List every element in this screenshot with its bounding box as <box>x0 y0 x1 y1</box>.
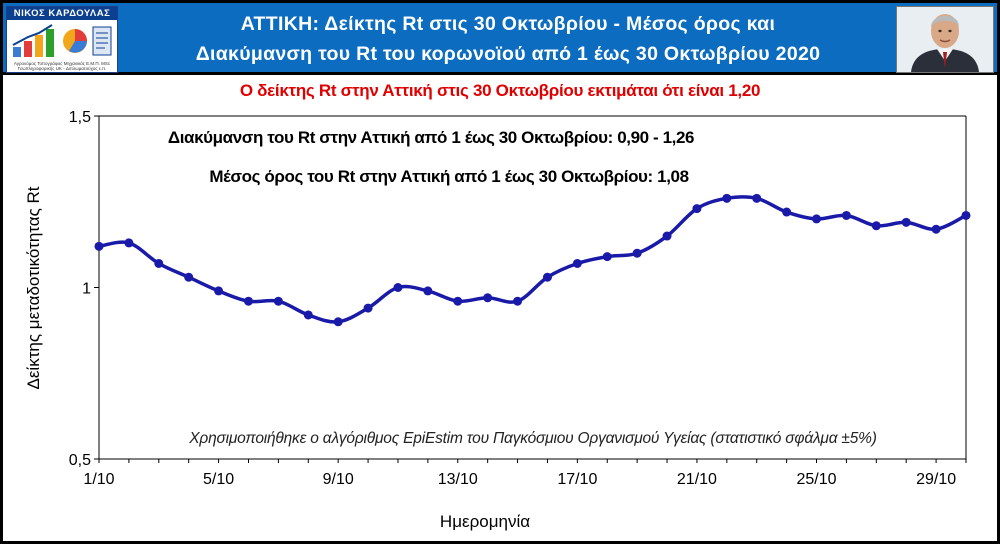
x-tick-label: 17/10 <box>557 471 597 488</box>
data-point <box>662 231 672 241</box>
y-axis-label: Δείκτης μεταδοτικότητας Rt <box>24 186 43 389</box>
x-tick-label: 5/10 <box>203 471 234 488</box>
header-banner: ΝΙΚΟΣ ΚΑΡΔΟΥΛΑΣ Αγρονόμος Τοπογράφος Μηχ… <box>3 3 997 75</box>
data-point <box>273 296 283 306</box>
data-point <box>871 221 881 231</box>
y-tick-label: 0,5 <box>69 452 91 469</box>
data-point <box>124 238 134 248</box>
data-point <box>931 224 941 234</box>
growth-chart-logo-icon <box>12 24 112 57</box>
chart-area: Ο δείκτης Rt στην Αττική στις 30 Οκτωβρί… <box>24 81 971 531</box>
data-point <box>184 272 194 282</box>
data-point <box>602 252 612 262</box>
x-tick-label: 21/10 <box>677 471 717 488</box>
y-tick-label: 1 <box>82 281 91 298</box>
data-point <box>423 286 433 296</box>
data-point <box>572 258 582 268</box>
data-point <box>961 210 971 220</box>
series-rt <box>94 193 971 327</box>
page-title: ΑΤΤΙΚΗ: Δείκτης Rt στις 30 Οκτωβρίου - Μ… <box>123 9 893 69</box>
x-axis-label: Ημερομηνία <box>440 512 530 531</box>
data-point <box>901 217 911 227</box>
y-ticks: 0,5 1 1,5 <box>69 109 99 469</box>
annotation-range: Διακύμανση του Rt στην Αττική από 1 έως … <box>168 128 694 147</box>
portrait-icon <box>897 7 993 72</box>
x-ticks: 1/10 5/10 9/10 13/10 17/10 21/10 25/10 29/10 <box>83 459 967 488</box>
x-tick-label: 1/10 <box>83 471 114 488</box>
data-point <box>393 283 403 292</box>
x-tick-label: 25/10 <box>796 471 836 488</box>
data-point <box>692 204 702 214</box>
chart-subtitle: Ο δείκτης Rt στην Αττική στις 30 Οκτωβρί… <box>240 81 760 100</box>
x-tick-label: 13/10 <box>438 471 478 488</box>
title-line-1: ΑΤΤΙΚΗ: Δείκτης Rt στις 30 Οκτωβρίου - Μ… <box>240 13 776 35</box>
data-point <box>154 258 164 268</box>
logo-name: ΝΙΚΟΣ ΚΑΡΔΟΥΛΑΣ <box>7 7 117 20</box>
data-point <box>513 296 523 306</box>
x-tick-label: 29/10 <box>916 471 956 488</box>
data-point <box>303 310 313 320</box>
data-point <box>752 193 762 203</box>
series-line <box>98 195 967 324</box>
data-point <box>632 248 642 258</box>
data-point <box>782 207 792 217</box>
data-point <box>812 214 822 224</box>
data-point <box>363 303 373 313</box>
data-point <box>841 210 851 220</box>
data-point <box>243 296 253 306</box>
method-note: Χρησιμοποιήθηκε ο αλγόριθμος EpiEstim το… <box>188 430 876 447</box>
title-line-2: Διακύμανση του Rt του κορωνοϊού από 1 έω… <box>195 43 821 65</box>
annotation-mean: Μέσος όρος του Rt στην Αττική από 1 έως … <box>209 167 688 186</box>
data-point <box>542 272 552 282</box>
logo: ΝΙΚΟΣ ΚΑΡΔΟΥΛΑΣ Αγρονόμος Τοπογράφος Μηχ… <box>6 6 118 73</box>
data-point <box>483 293 493 303</box>
author-portrait <box>896 6 994 73</box>
logo-caption: Αγρονόμος Τοπογράφος Μηχανικός Ε.Μ.Π. MS… <box>13 61 111 71</box>
data-point <box>214 286 224 296</box>
data-point <box>333 317 343 327</box>
data-point <box>94 241 104 251</box>
x-tick-label: 9/10 <box>323 471 354 488</box>
axes <box>98 115 967 460</box>
data-point <box>722 193 732 203</box>
y-tick-label: 1,5 <box>69 109 91 126</box>
data-point <box>453 296 463 306</box>
